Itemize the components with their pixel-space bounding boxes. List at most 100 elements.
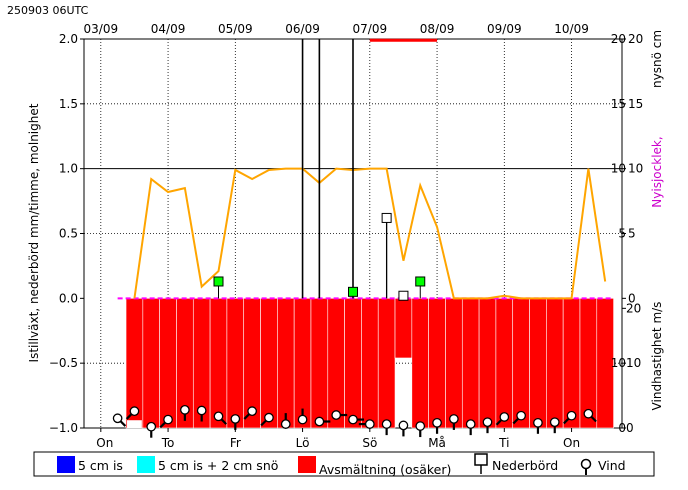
date-tick-label: 07/09: [353, 22, 388, 36]
left-axis-label: Istillväxt, nederbörd mm/timme, molnighe…: [27, 103, 41, 362]
melt-bar: [546, 298, 564, 429]
timestamp: 250903 06UTC: [7, 4, 89, 17]
wind-circle: [583, 408, 594, 419]
melt-bar: [394, 298, 413, 359]
melt-bar: [159, 298, 177, 429]
melt-bar: [445, 298, 463, 429]
wind-circle: [129, 406, 140, 416]
wind-circle: [364, 419, 375, 429]
right-upper-tick-label: 10: [628, 162, 643, 176]
wind-circle: [264, 412, 274, 423]
day-tick-label: On: [563, 436, 580, 450]
wind-circle: [112, 413, 123, 424]
ice-markers: [213, 276, 426, 299]
left-tick-label: 1.0: [59, 162, 78, 176]
melt-bar: [512, 298, 530, 429]
right-lower-tick-label: 0: [626, 421, 634, 435]
legend-swatch: [298, 456, 316, 473]
date-tick-label: 05/09: [218, 22, 253, 36]
wind-circle: [247, 406, 257, 416]
right-upper-tick-label: 0: [628, 291, 636, 305]
day-tick-label: Sö: [362, 436, 377, 450]
legend-swatch: [137, 456, 155, 473]
right-upper-tick-label: 15: [628, 97, 643, 111]
wind-circle: [348, 414, 358, 425]
date-tick-label: 04/09: [151, 22, 186, 36]
wind-circle: [482, 417, 493, 428]
wind-symbols: [112, 404, 597, 438]
wind-circle: [415, 421, 426, 431]
axes: 2.01.51.00.50.0−0.5−1.020151050201510520…: [49, 22, 643, 450]
melt-bar: [142, 298, 160, 429]
melt-bar: [310, 298, 329, 429]
wind-circle: [180, 404, 190, 415]
wind-circle: [146, 421, 157, 432]
ice-marker: [348, 286, 358, 297]
wind-circle: [213, 411, 224, 422]
left-tick-label: −0.5: [49, 356, 78, 370]
wind-circle: [280, 419, 291, 429]
wind-circle: [163, 414, 173, 425]
right-upper-tick-label: 5: [628, 227, 636, 241]
melt-bar: [529, 298, 547, 429]
ice-marker: [415, 276, 426, 287]
wind-circle: [449, 414, 459, 424]
right-upper-inner-label: 20: [611, 32, 626, 46]
left-tick-label: 2.0: [59, 32, 78, 46]
wind-circle: [549, 417, 560, 428]
day-tick-label: On: [96, 436, 113, 450]
right-upper-inner-label: 10: [611, 162, 626, 176]
melt-bar: [411, 298, 429, 429]
cloudiness-line: [133, 38, 607, 300]
melt-bar: [495, 298, 514, 429]
wind-circle: [566, 410, 577, 421]
right-lower-tick-label: 10: [626, 356, 641, 370]
right-axis-label-upper-black: nysnö cm: [650, 30, 664, 88]
wind-circle: [432, 417, 442, 428]
wind-circle: [331, 410, 342, 420]
legend-swatch: [57, 456, 75, 473]
right-lower-inner-label: 10: [611, 356, 626, 370]
left-tick-label: 0.0: [59, 291, 78, 305]
day-tick-label: Lö: [296, 436, 310, 450]
wind-circle: [230, 414, 241, 424]
melt-bar: [209, 298, 228, 429]
wind-circle: [297, 414, 308, 425]
day-tick-label: To: [161, 436, 175, 450]
date-tick-label: 09/09: [487, 22, 522, 36]
melt-bar: [327, 298, 345, 429]
wind-circle: [499, 412, 510, 422]
right-axis-label-lower: Vindhastighet m/s: [650, 302, 664, 411]
legend-precip-marker: [474, 453, 488, 466]
day-tick-label: Fr: [230, 436, 241, 450]
legend-label: Avsmältning (osäker): [319, 462, 451, 477]
wind-circle: [314, 416, 325, 427]
left-tick-label: −1.0: [49, 421, 78, 435]
wind-circle: [533, 417, 543, 428]
wind-circle: [196, 405, 207, 416]
melt-bar: [277, 298, 295, 429]
melt-bar: [562, 298, 581, 429]
right-upper-tick-label: 20: [628, 32, 643, 46]
right-upper-inner-label: 5: [618, 227, 626, 241]
cloudiness-polyline: [133, 167, 607, 300]
melt-bar: [478, 298, 497, 429]
right-axis-label-upper-colored: Nyisjocklek,: [650, 136, 664, 207]
left-tick-label: 0.5: [59, 227, 78, 241]
wind-circle: [516, 410, 526, 421]
precipitation-marks: [301, 39, 409, 301]
melt-bar: [428, 298, 446, 429]
melt-bar: [377, 298, 396, 429]
wind-circle: [465, 419, 476, 429]
melt-bar-gap: [127, 420, 142, 428]
ice-marker: [213, 276, 224, 287]
day-tick-label: Må: [428, 436, 446, 450]
legend-label: Nederbörd: [492, 458, 558, 473]
wind-circle: [398, 420, 409, 431]
melt-bar: [344, 298, 362, 429]
legend-wind-circle: [580, 458, 592, 470]
right-upper-inner-label: 15: [611, 97, 626, 111]
melt-bar: [579, 298, 598, 429]
date-tick-label: 10/09: [554, 22, 589, 36]
